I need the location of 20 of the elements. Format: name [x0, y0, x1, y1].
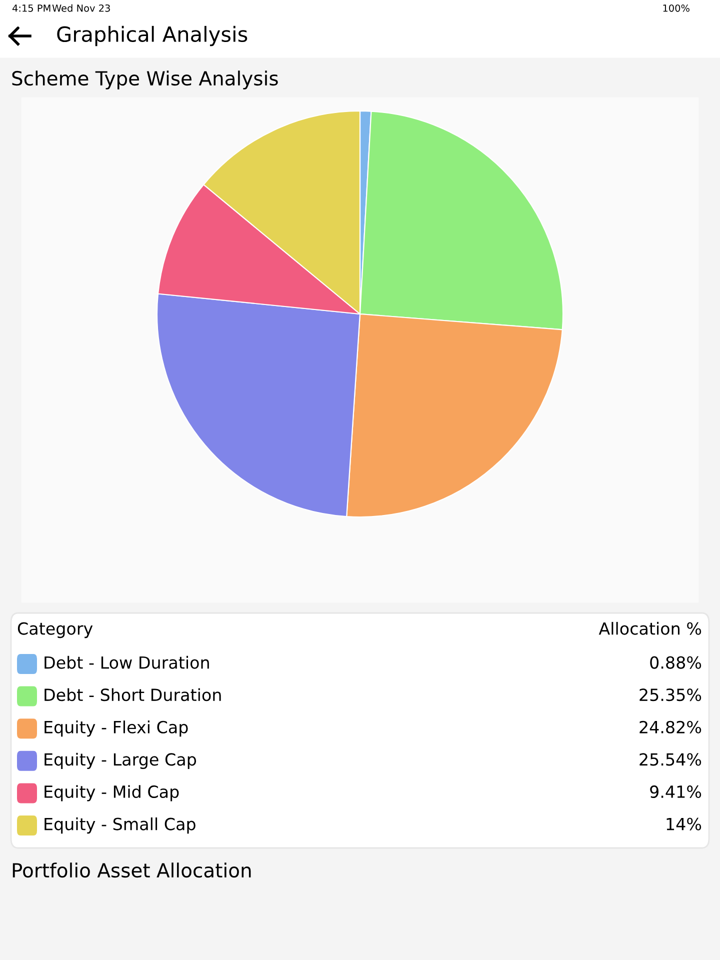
chart-title: Scheme Type Wise Analysis	[12, 70, 278, 90]
text: 4:15 PM	[12, 4, 50, 12]
legend-label: Equity - Small Cap	[44, 817, 196, 834]
data-label: 25.54%	[640, 753, 702, 766]
data-label: 0.88%	[650, 656, 702, 669]
text: 100%	[663, 4, 690, 12]
data-label: 9.41%	[650, 785, 702, 798]
legend-label: Equity - Flexi Cap	[44, 720, 188, 737]
legend-title: Category	[18, 622, 93, 638]
text: Portfolio Asset Allocation	[12, 862, 251, 878]
data-label: 24.82%	[640, 720, 702, 734]
text: Allocation %	[598, 622, 702, 635]
legend-label: Equity - Mid Cap	[44, 785, 179, 802]
data-label: 25.35%	[640, 688, 702, 702]
legend-label: Debt - Short Duration	[44, 688, 221, 702]
legend-label: Debt - Low Duration	[44, 656, 209, 669]
data-label: 14%	[666, 818, 702, 830]
text: Wed Nov 23	[52, 4, 110, 12]
legend-label: Equity - Large Cap	[44, 752, 196, 769]
text: Graphical Analysis	[57, 26, 248, 46]
